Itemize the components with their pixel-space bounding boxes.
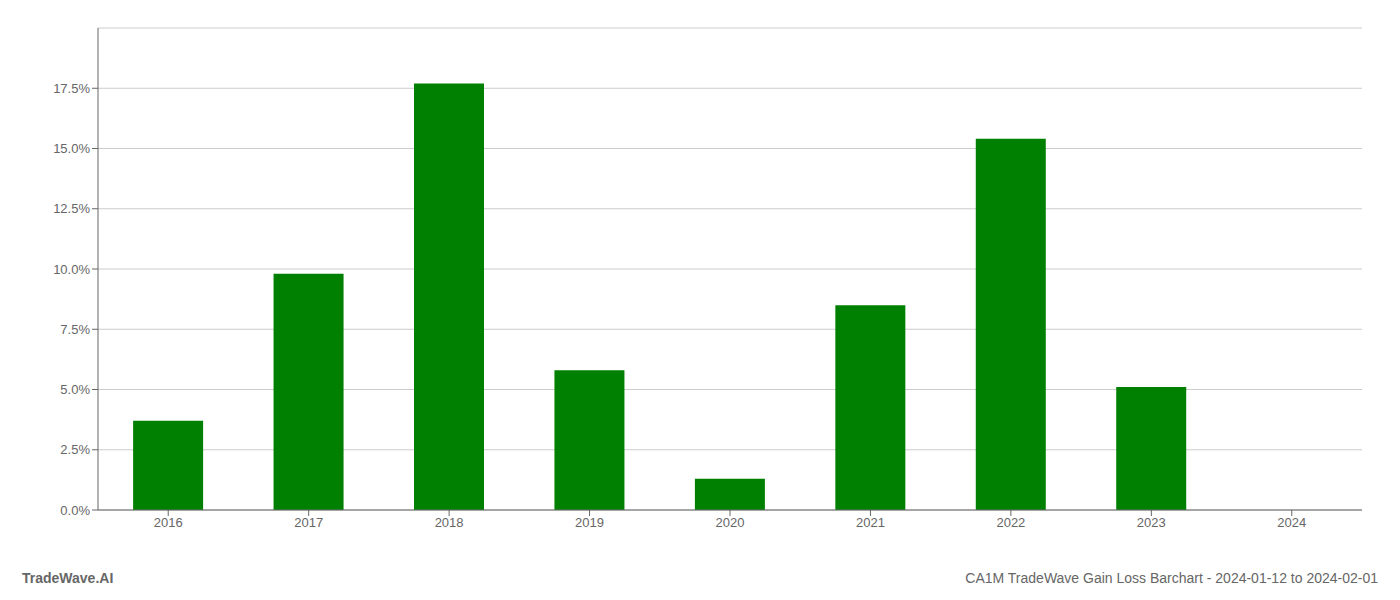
svg-text:2018: 2018 [435, 515, 464, 530]
svg-text:2021: 2021 [856, 515, 885, 530]
svg-text:2.5%: 2.5% [60, 442, 90, 457]
svg-text:17.5%: 17.5% [53, 81, 90, 96]
svg-text:7.5%: 7.5% [60, 322, 90, 337]
svg-text:5.0%: 5.0% [60, 382, 90, 397]
svg-text:2017: 2017 [294, 515, 323, 530]
svg-text:2020: 2020 [716, 515, 745, 530]
svg-text:2023: 2023 [1137, 515, 1166, 530]
svg-text:15.0%: 15.0% [53, 141, 90, 156]
html-text:CA1M TradeWave Gain Loss Barch: CA1M TradeWave Gain Loss Barchart - 2024… [965, 570, 1378, 586]
html-text:TradeWave.AI: TradeWave.AI [22, 570, 114, 586]
svg-text:2024: 2024 [1277, 515, 1306, 530]
svg-text:10.0%: 10.0% [53, 262, 90, 277]
svg-text:0.0%: 0.0% [60, 503, 90, 518]
svg-text:2016: 2016 [154, 515, 183, 530]
svg-text:2022: 2022 [996, 515, 1025, 530]
svg-text:12.5%: 12.5% [53, 201, 90, 216]
svg-text:2019: 2019 [575, 515, 604, 530]
